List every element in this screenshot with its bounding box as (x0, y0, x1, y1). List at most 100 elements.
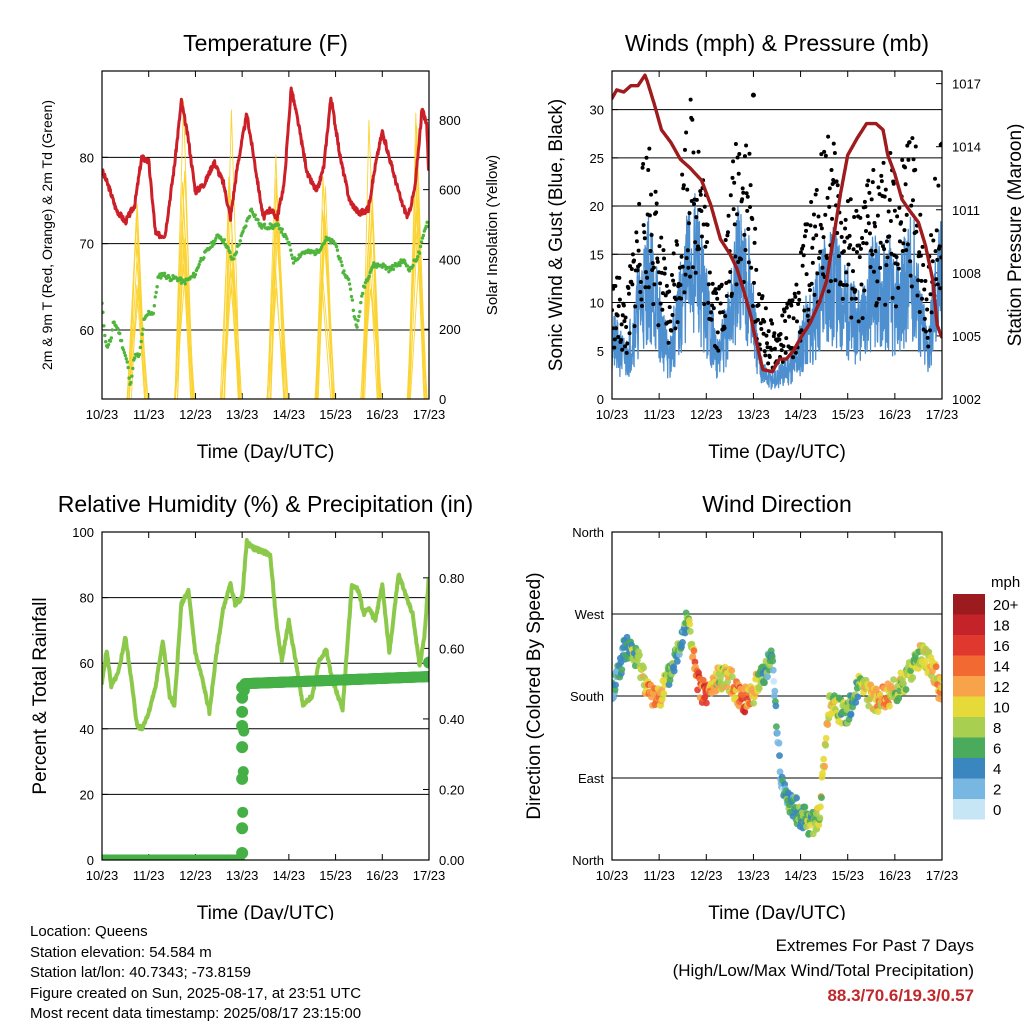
gust-point (740, 197, 745, 202)
gust-point (699, 234, 704, 239)
x-tick-label: 10/23 (596, 407, 629, 422)
dewpoint-point (125, 360, 129, 364)
gust-point (783, 350, 788, 355)
direction-point (801, 803, 809, 811)
dewpoint-point (228, 250, 232, 255)
gust-point (814, 187, 819, 192)
precip-point (423, 671, 429, 683)
gust-point (694, 197, 699, 202)
gust-point (887, 197, 892, 202)
y2-tick-label: 0 (439, 392, 446, 407)
gust-point (839, 220, 844, 225)
gust-point (817, 256, 822, 261)
dewpoint-point (112, 320, 116, 324)
gust-point (767, 355, 772, 360)
dewpoint-point (122, 350, 127, 355)
x-axis-label: Time (Day/UTC) (708, 903, 846, 920)
gust-point (630, 282, 635, 287)
dewpoint-point (213, 239, 217, 243)
y-tick-label: 10 (590, 296, 604, 311)
gust-point (826, 134, 831, 139)
gust-point (632, 324, 637, 329)
gust-point (829, 168, 834, 173)
gust-point (836, 254, 841, 259)
gust-point (866, 221, 871, 226)
gust-point (733, 254, 738, 259)
dewpoint-point (416, 255, 420, 259)
direction-point (689, 653, 697, 660)
x-axis-label: Time (Day/UTC) (197, 903, 335, 920)
gust-point (690, 265, 695, 270)
y2-tick-label: 1017 (952, 77, 981, 92)
x-tick-label: 16/23 (879, 868, 912, 883)
gust-point (908, 273, 913, 278)
gust-point (936, 183, 941, 188)
gust-point (647, 146, 652, 151)
gust-point (897, 205, 902, 210)
gust-point (662, 271, 667, 276)
sonic-wind-line (612, 193, 942, 390)
gust-point (621, 303, 626, 308)
gust-point (832, 150, 837, 155)
dewpoint-point (342, 269, 346, 273)
y2-tick-label: 1002 (952, 392, 981, 407)
gust-point (843, 217, 848, 222)
colorbar-swatch (953, 614, 985, 635)
gust-point (811, 236, 816, 241)
gust-point (697, 246, 702, 251)
dewpoint-point (103, 333, 107, 338)
y2-tick-label: 1008 (952, 266, 981, 281)
dewpoint-point (155, 285, 159, 289)
gust-point (784, 336, 789, 341)
precip-point (237, 806, 249, 818)
extremes-box: Extremes For Past 7 Days (High/Low/Max W… (673, 933, 974, 1008)
x-tick-label: 14/23 (784, 407, 817, 422)
gust-point (658, 301, 663, 306)
colorbar-swatch (953, 655, 985, 676)
gust-point (659, 235, 664, 240)
gust-point (848, 197, 853, 202)
dewpoint-point (116, 326, 120, 331)
gust-point (741, 190, 746, 195)
gust-point (844, 270, 849, 275)
dewpoint-point (256, 218, 260, 222)
gust-point (646, 285, 651, 290)
dewpoint-point (407, 269, 412, 273)
x-tick-label: 12/23 (690, 407, 723, 422)
gust-point (738, 257, 743, 262)
solar-insolation-line (364, 241, 380, 399)
direction-point (612, 686, 619, 694)
dewpoint-point (238, 239, 242, 243)
dewpoint-point (288, 242, 292, 247)
gust-point (933, 176, 938, 181)
extremes-subtitle: (High/Low/Max Wind/Total Precipitation) (672, 961, 974, 980)
colorbar-swatch (953, 737, 985, 758)
dewpoint-point (356, 318, 360, 323)
gust-point (886, 209, 891, 214)
gust-point (820, 265, 825, 270)
precip-point (236, 741, 249, 754)
gust-point (696, 149, 701, 154)
dewpoint-point (351, 308, 356, 313)
gust-point (875, 279, 880, 284)
gust-point (818, 222, 823, 227)
dewpoint-point (391, 267, 396, 272)
dewpoint-point (291, 261, 296, 265)
gust-point (634, 239, 639, 244)
gust-point (737, 152, 742, 157)
gust-point (897, 239, 902, 244)
y-tick-label: 60 (80, 323, 94, 338)
direction-point (764, 673, 771, 681)
x-tick-label: 11/23 (133, 407, 165, 422)
gust-point (770, 321, 775, 326)
gust-point (869, 248, 874, 253)
gust-point (934, 228, 939, 233)
x-tick-label: 13/23 (737, 407, 770, 422)
gust-point (778, 331, 783, 336)
dewpoint-point (279, 230, 284, 234)
gust-point (639, 297, 644, 302)
gust-point (903, 182, 908, 187)
gust-point (752, 240, 757, 245)
gust-point (679, 296, 684, 301)
colorbar-label: 6 (993, 741, 1001, 758)
